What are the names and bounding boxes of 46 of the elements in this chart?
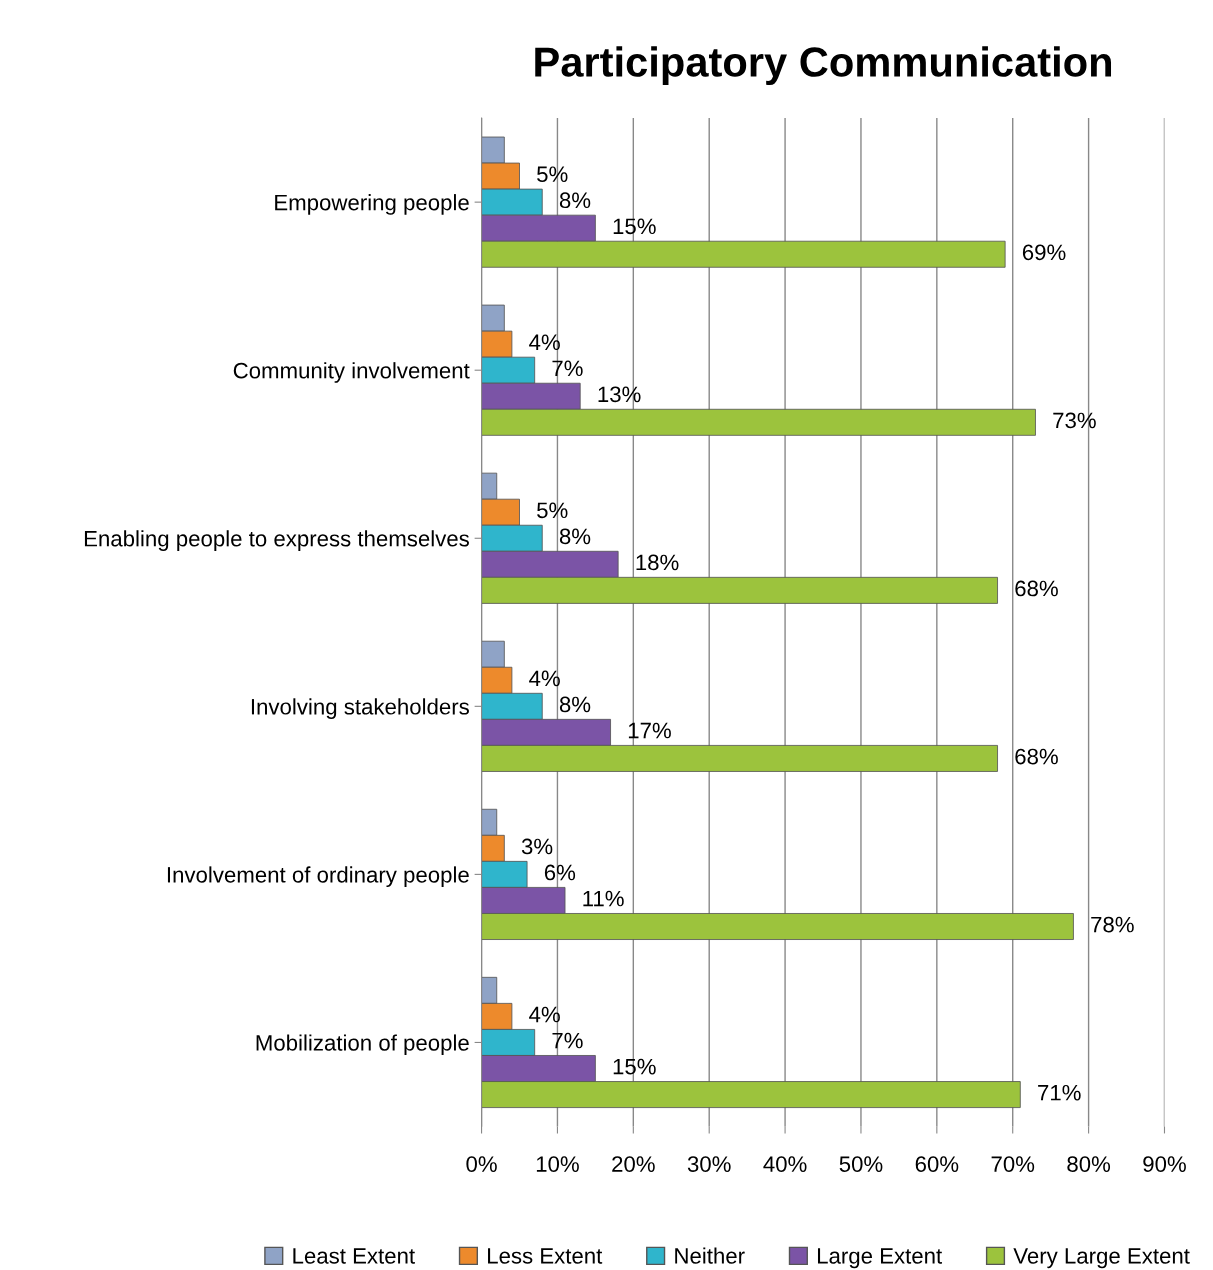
- data-label: 7%: [552, 360, 583, 377]
- data-label: 69%: [1022, 244, 1066, 261]
- x-tick-label: 0%: [466, 1156, 497, 1172]
- legend-label: Neither: [675, 1247, 745, 1264]
- data-label: 78%: [1091, 916, 1134, 933]
- data-label: 18%: [636, 554, 679, 571]
- data-label: 11%: [583, 890, 624, 907]
- x-tick-label: 70%: [991, 1156, 1035, 1172]
- data-label: 4%: [529, 1006, 560, 1023]
- x-tick-label: 20%: [612, 1156, 655, 1172]
- data-label: 5%: [537, 502, 568, 519]
- y-tick-label: Involvement of ordinary people: [167, 866, 469, 888]
- data-label: 68%: [1015, 748, 1058, 765]
- data-label: 6%: [544, 864, 576, 881]
- data-label: 71%: [1038, 1084, 1081, 1101]
- data-label: 17%: [628, 722, 671, 739]
- data-label: 15%: [613, 218, 656, 235]
- legend-label: Least Extent: [293, 1248, 415, 1264]
- x-tick-label: 90%: [1143, 1156, 1186, 1172]
- y-tick-label: Community involvement: [233, 362, 470, 383]
- data-label: 8%: [559, 192, 591, 209]
- x-tick-label: 30%: [687, 1156, 731, 1172]
- chart-title: Participatory Communication: [535, 46, 1112, 86]
- data-label: 4%: [529, 670, 560, 687]
- data-label: 68%: [1015, 580, 1058, 597]
- y-tick-label: Involving stakeholders: [251, 698, 469, 719]
- x-tick-label: 50%: [839, 1156, 883, 1172]
- x-tick-label: 80%: [1067, 1156, 1111, 1172]
- x-tick-label: 60%: [915, 1156, 959, 1172]
- legend-label: Less Extent: [488, 1248, 603, 1264]
- data-label: 4%: [529, 334, 560, 351]
- legend-label: Large Extent: [817, 1248, 943, 1269]
- x-tick-label: 40%: [763, 1156, 807, 1172]
- y-tick-label: Mobilization of people: [256, 1034, 469, 1056]
- legend-label: Very Large Extent: [1013, 1248, 1190, 1269]
- data-label: 73%: [1053, 412, 1096, 429]
- data-label: 3%: [521, 838, 553, 855]
- data-label: 5%: [537, 166, 568, 183]
- x-tick-label: 10%: [536, 1156, 579, 1172]
- data-label: 13%: [598, 386, 641, 403]
- data-label: 15%: [613, 1058, 656, 1075]
- data-label: 7%: [552, 1032, 583, 1049]
- data-label: 8%: [559, 696, 591, 713]
- data-label: 8%: [559, 528, 591, 545]
- y-tick-label: Enabling people to express themselves: [84, 530, 469, 551]
- y-tick-label: Empowering people: [275, 194, 469, 215]
